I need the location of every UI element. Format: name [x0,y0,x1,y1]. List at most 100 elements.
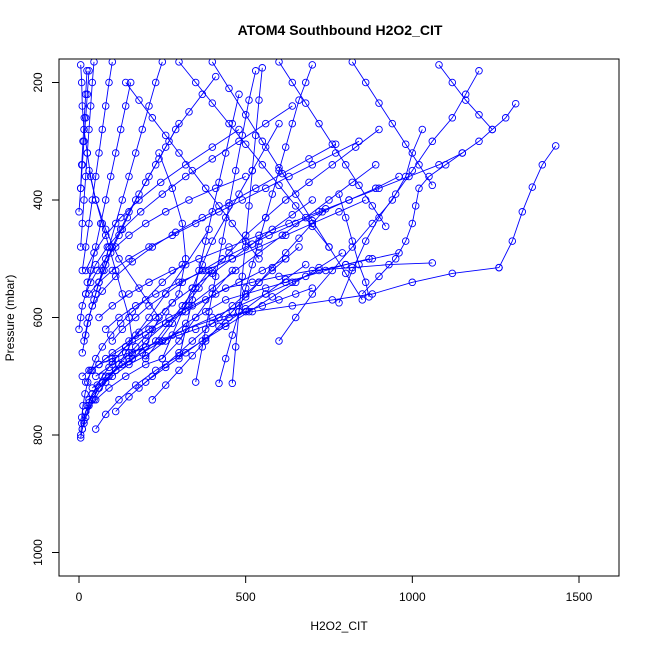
chart-title: ATOM4 Southbound H2O2_CIT [238,22,443,38]
data-point [551,142,560,150]
data-point [111,149,120,157]
data-point [85,290,93,298]
data-point [261,290,270,298]
series-34 [75,67,93,216]
data-point [85,398,93,407]
data-point [156,178,165,187]
data-point [368,255,377,263]
data-point [391,255,400,263]
data-point [191,219,200,228]
data-point [135,190,143,198]
data-point [328,140,337,148]
series-line [278,61,387,227]
data-point [215,178,223,187]
data-point [188,166,197,175]
series-50 [275,59,390,231]
data-point [225,84,233,93]
series-line [81,61,113,271]
data-point [83,149,92,157]
data-point [78,219,87,228]
data-point [98,287,107,295]
data-point [78,102,87,110]
data-point [261,284,270,292]
data-point [435,161,443,169]
data-point [91,354,100,363]
series-35 [76,67,91,193]
data-point [518,208,527,216]
data-point [295,234,303,242]
data-point [101,325,110,334]
x-axis-label: H2O2_CIT [310,619,368,633]
data-point [315,263,323,272]
data-point [145,278,153,287]
series-38 [95,149,467,322]
series-42 [81,125,243,275]
data-point [328,296,337,304]
data-point [141,296,150,304]
data-point [291,190,300,198]
data-point [235,125,243,134]
series-line [85,129,240,271]
data-point [80,337,88,345]
x-axis: 0 500 1000 1500 [76,575,593,604]
data-point [448,114,457,122]
data-point [121,78,130,87]
data-point [188,296,197,304]
data-point [85,125,93,134]
data-point [375,125,383,134]
data-point [358,296,367,304]
data-point [281,143,290,151]
data-point [205,307,213,316]
data-point [181,260,190,269]
data-point [158,59,167,66]
data-point [408,149,417,157]
data-point [111,272,120,281]
data-point [155,155,163,163]
data-point [275,296,283,304]
data-point [125,354,133,363]
data-point [76,184,85,193]
data-point [241,237,250,245]
series-11 [495,142,560,272]
data-point [295,243,303,251]
data-point [131,149,140,157]
data-point [305,155,313,163]
data-point [121,102,130,110]
data-point [188,351,197,360]
data-point [291,313,300,322]
data-point [105,384,113,392]
data-point [115,313,123,322]
data-point [175,278,183,287]
data-point [141,343,150,351]
series-line [128,164,376,359]
data-point [171,125,180,134]
data-point [111,219,120,228]
data-point [81,90,90,99]
data-point [251,184,260,193]
data-point [221,354,230,363]
data-point [141,360,150,369]
data-point [308,61,317,69]
data-point [211,184,220,193]
data-point [211,272,220,281]
series-line [338,70,480,303]
data-point [83,67,91,75]
data-point [461,90,470,99]
series-32 [78,59,117,275]
data-point [308,284,317,292]
data-point [408,219,417,228]
series-line [88,61,163,318]
data-point [258,137,267,146]
series-line [80,70,88,189]
data-point [288,302,297,310]
series-line [115,264,306,412]
data-point [86,102,95,110]
data-point [255,237,263,245]
data-point [81,172,90,181]
data-point [95,149,103,157]
y-tick-label: 1000 [31,539,45,566]
data-point [80,196,88,204]
data-point [115,231,123,240]
data-point [251,67,260,75]
data-point [375,184,383,193]
